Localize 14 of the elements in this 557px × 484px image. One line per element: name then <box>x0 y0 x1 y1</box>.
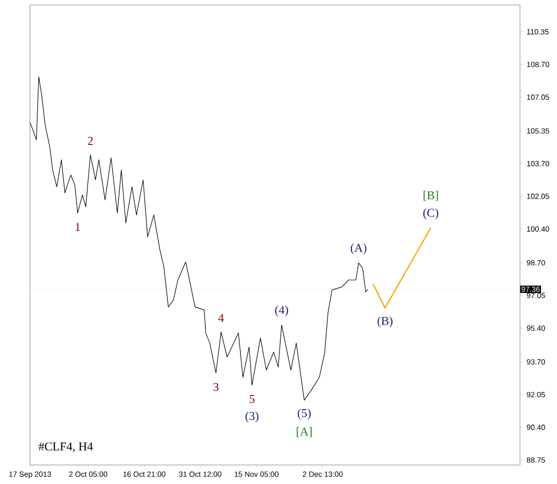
annotation: (B) <box>378 316 392 328</box>
annotation: #CLF4, H4 <box>38 442 93 452</box>
annotation: (C) <box>423 208 438 220</box>
annotation: [B] <box>424 190 438 201</box>
annotation: 4 <box>218 314 224 322</box>
annotation: 2 <box>88 136 93 145</box>
annotation: (4) <box>275 306 288 316</box>
annotation: 5 <box>250 395 255 404</box>
annotation: (A) <box>350 244 366 254</box>
annotation: (3) <box>246 412 258 423</box>
annotation: 1 <box>76 223 80 231</box>
annotation: [A] <box>296 427 312 438</box>
annotation: (5) <box>298 408 311 420</box>
annotation: 3 <box>214 382 218 392</box>
